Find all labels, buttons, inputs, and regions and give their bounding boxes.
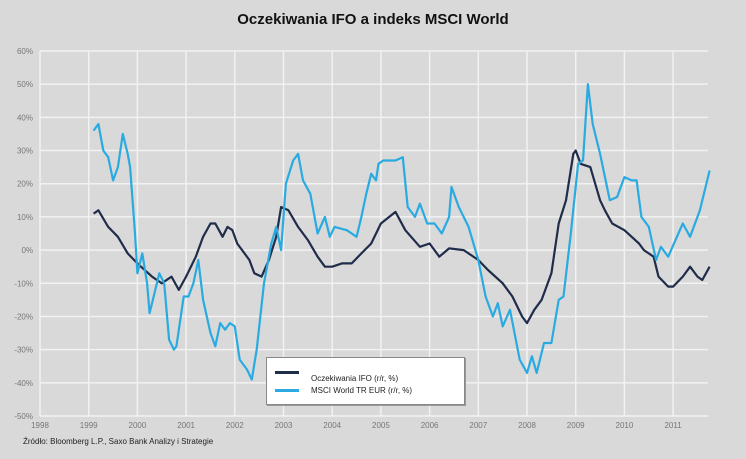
- y-tick-label: -40%: [14, 379, 33, 388]
- legend-swatch-msci: [275, 389, 299, 392]
- series-line-ifo: [92, 149, 711, 325]
- x-tick-label: 2008: [518, 421, 536, 430]
- x-tick-label: 2010: [616, 421, 634, 430]
- chart-title: Oczekiwania IFO a indeks MSCI World: [237, 11, 509, 28]
- y-tick-label: 0%: [21, 246, 33, 255]
- x-tick-label: 2009: [567, 421, 585, 430]
- x-tick-label: 2000: [129, 421, 147, 430]
- y-tick-label: -30%: [14, 346, 33, 355]
- source-note: Źródło: Bloomberg L.P., Saxo Bank Analiz…: [23, 437, 214, 446]
- legend-item-ifo: Oczekiwania IFO (r/r, %): [275, 368, 398, 383]
- legend-label-msci: MSCI World TR EUR (r/r, %): [311, 386, 413, 395]
- x-tick-label: 2003: [275, 421, 293, 430]
- y-tick-label: -50%: [14, 412, 33, 421]
- y-tick-label: 10%: [17, 213, 33, 222]
- y-tick-label: -10%: [14, 279, 33, 288]
- x-tick-label: 2005: [372, 421, 390, 430]
- legend-swatch-ifo: [275, 371, 299, 374]
- y-tick-label: 60%: [17, 47, 33, 56]
- y-tick-label: -20%: [14, 312, 33, 321]
- x-tick-label: 2001: [177, 421, 195, 430]
- series-line-msci: [92, 83, 711, 381]
- x-tick-label: 2002: [226, 421, 244, 430]
- legend-item-msci: MSCI World TR EUR (r/r, %): [275, 386, 412, 395]
- y-tick-label: 40%: [17, 113, 33, 122]
- x-tick-label: 2006: [421, 421, 439, 430]
- y-tick-label: 50%: [17, 80, 33, 89]
- y-tick-label: 30%: [17, 147, 33, 156]
- legend: Oczekiwania IFO (r/r, %) MSCI World TR E…: [266, 357, 465, 405]
- x-tick-label: 2004: [323, 421, 341, 430]
- x-tick-label: 2007: [469, 421, 487, 430]
- x-tick-label: 1998: [31, 421, 49, 430]
- x-tick-label: 1999: [80, 421, 98, 430]
- x-tick-label: 2011: [664, 421, 682, 430]
- y-tick-label: 20%: [17, 180, 33, 189]
- legend-label-ifo: Oczekiwania IFO (r/r, %): [311, 374, 399, 383]
